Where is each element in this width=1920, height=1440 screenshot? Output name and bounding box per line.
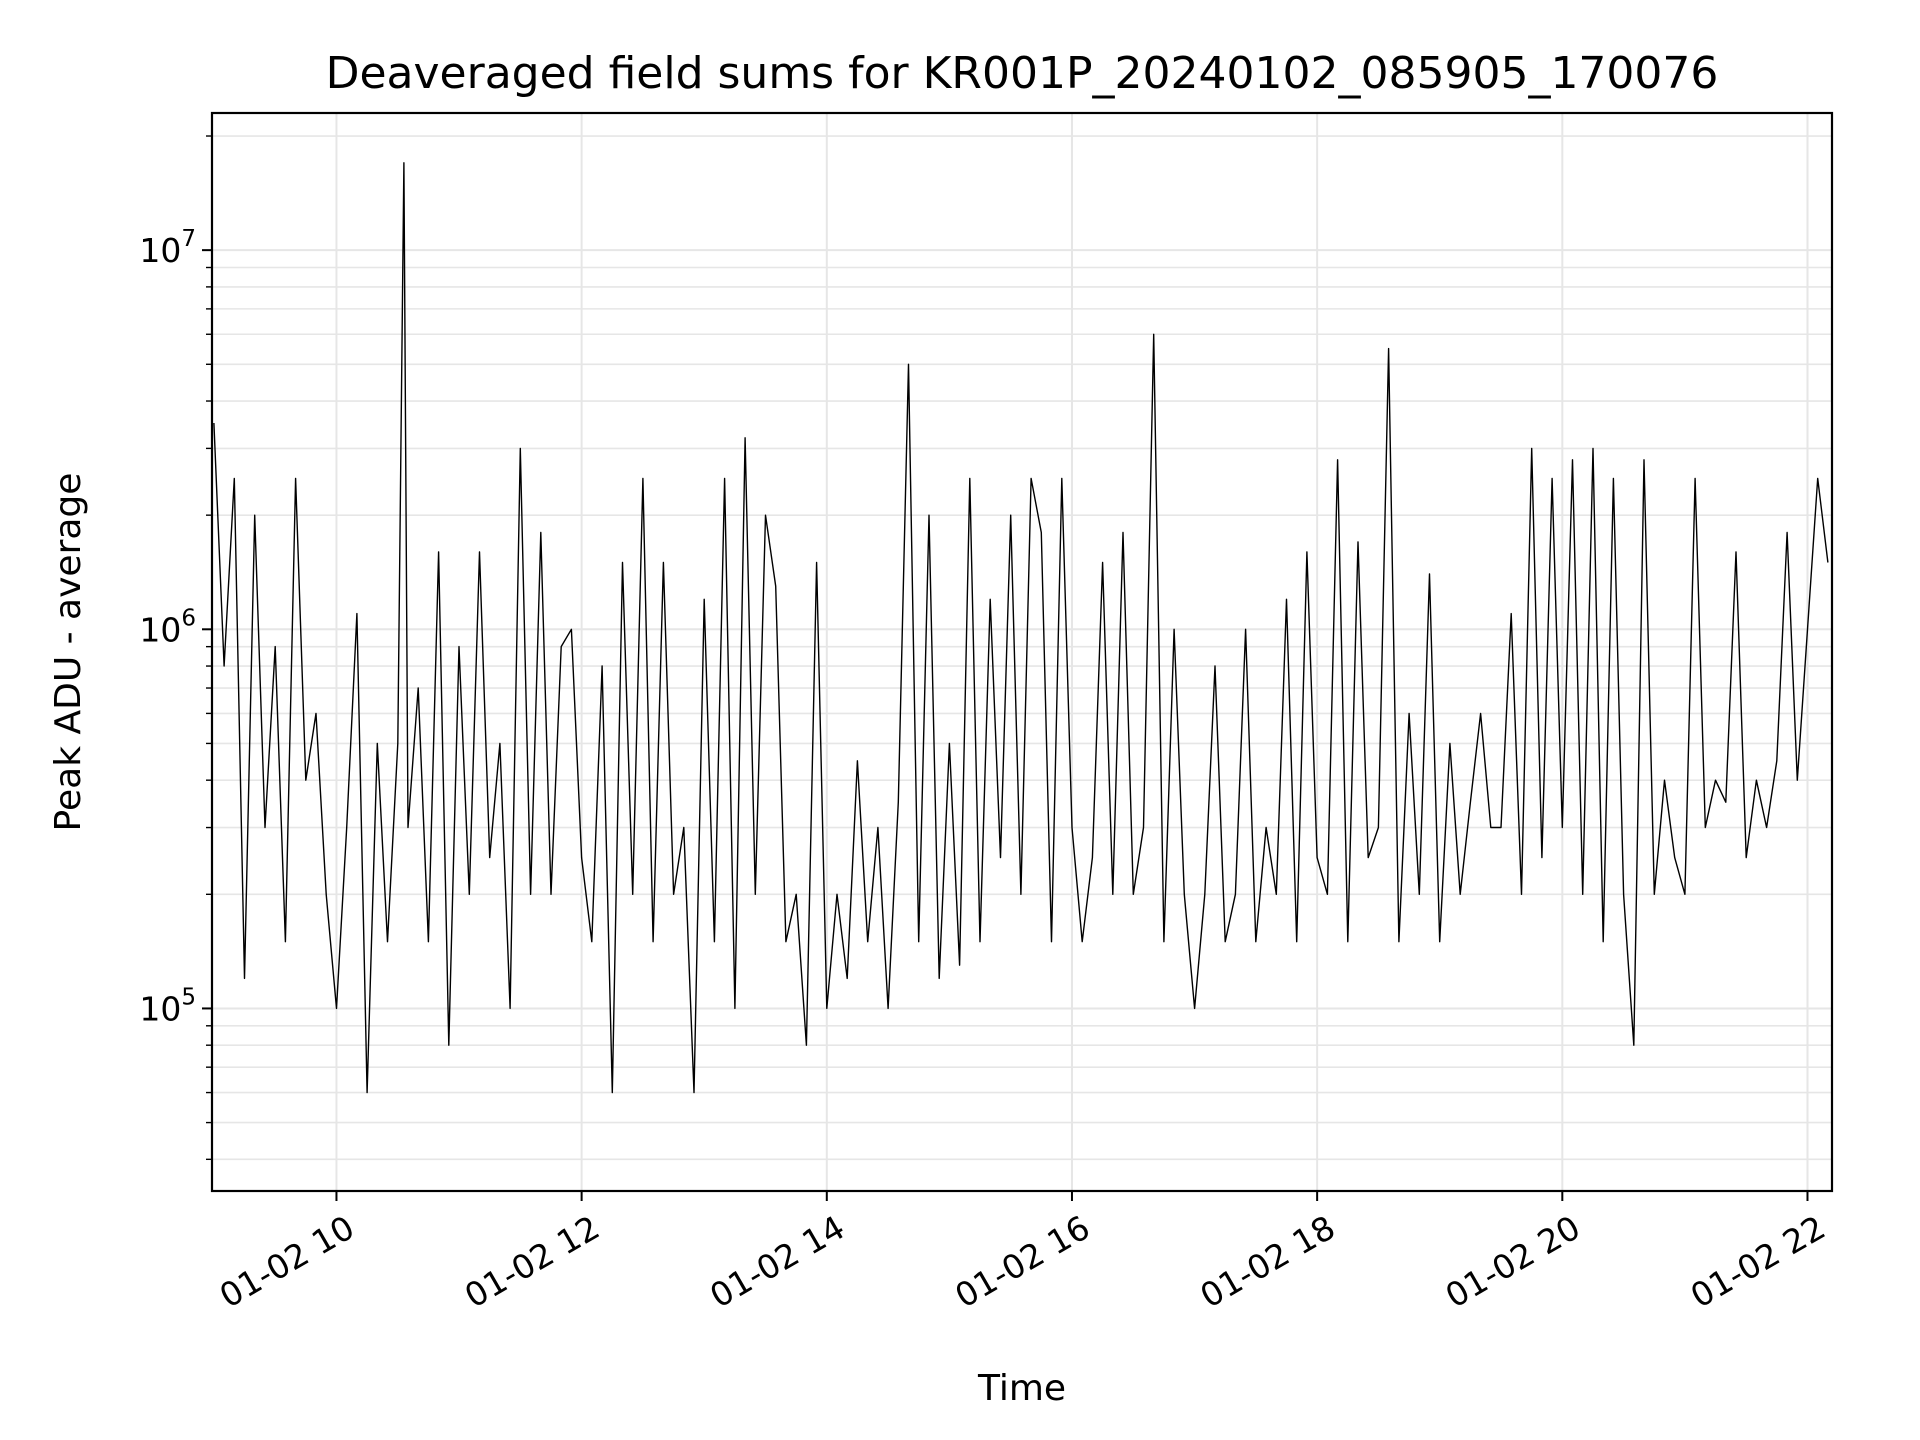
- series-line: [213, 162, 1829, 1094]
- y-tick-label-base: 10: [139, 231, 181, 270]
- chart-title: Deaveraged field sums for KR001P_2024010…: [326, 48, 1719, 99]
- y-tick-label: 105: [139, 984, 196, 1028]
- y-tick-label-base: 10: [139, 989, 181, 1028]
- y-tick-label: 106: [139, 605, 196, 649]
- y-tick-label-exponent: 6: [181, 605, 196, 631]
- y-tick-label-exponent: 5: [181, 984, 196, 1010]
- plot-frame: [210, 111, 1834, 1193]
- y-axis-label: Peak ADU - average: [48, 473, 89, 832]
- y-tick-label: 107: [139, 226, 196, 270]
- x-axis-label: Time: [977, 1368, 1066, 1409]
- plot-area: [213, 162, 1829, 1094]
- y-tick-label-base: 10: [139, 610, 181, 649]
- grid-lines: [212, 113, 1832, 1191]
- y-tick-label-exponent: 7: [181, 226, 196, 252]
